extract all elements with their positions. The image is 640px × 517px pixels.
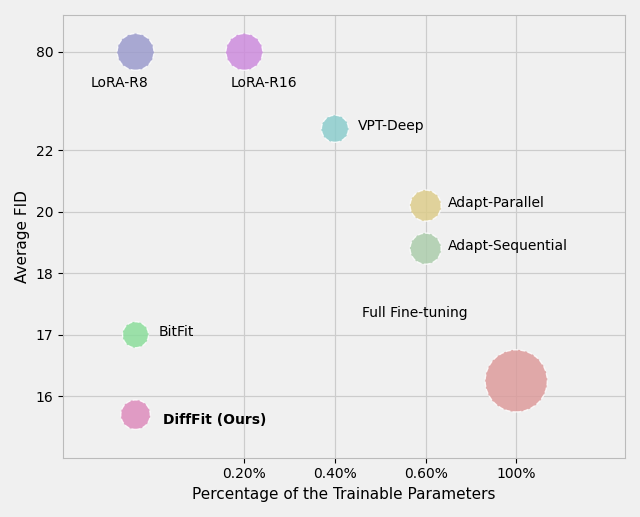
Point [239,48,250,56]
Text: BitFit: BitFit [158,325,193,339]
Point [511,377,522,385]
X-axis label: Percentage of the Trainable Parameters: Percentage of the Trainable Parameters [192,487,496,502]
Point [131,48,141,56]
Point [131,410,141,419]
Text: LoRA-R8: LoRA-R8 [90,75,148,89]
Text: LoRA-R16: LoRA-R16 [230,75,298,89]
Point [420,202,431,210]
Point [330,125,340,133]
Text: VPT-Deep: VPT-Deep [358,119,424,133]
Text: Adapt-Sequential: Adapt-Sequential [448,238,568,253]
Text: Full Fine-tuning: Full Fine-tuning [362,306,468,320]
Text: Adapt-Parallel: Adapt-Parallel [448,195,545,209]
Point [131,330,141,339]
Text: DiffFit (Ours): DiffFit (Ours) [163,413,266,427]
Point [420,245,431,253]
Y-axis label: Average FID: Average FID [15,190,30,283]
